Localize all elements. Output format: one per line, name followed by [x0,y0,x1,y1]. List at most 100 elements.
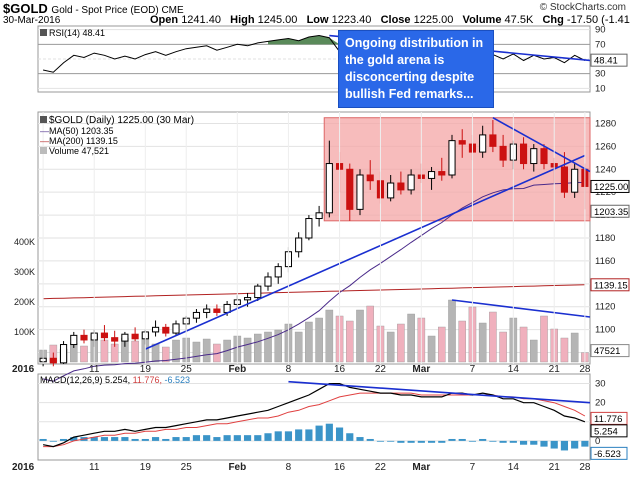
macd-histogram-bar [581,440,589,447]
price-tick-label: 1280 [595,118,616,129]
volume-bar [243,337,252,363]
candle-body [100,332,109,339]
macd-histogram-bar [295,429,303,441]
x-tick-label: 2016 [12,364,35,375]
resistance-trendline [492,117,591,173]
macd-histogram-bar [366,438,374,441]
ma200-legend: —MA(200) 1139.15 [40,136,118,146]
candle-body [305,218,313,239]
volume-bar [570,332,579,363]
volume-bar [172,339,180,363]
macd-histogram-bar [458,438,466,441]
volume-bar [560,337,569,363]
price-tick-label: 1260 [595,141,616,152]
x-tick-label: 22 [375,364,387,375]
volume-bar [397,323,405,363]
volume-bar [356,309,364,363]
candle-body [151,326,160,333]
ma50-line [42,181,585,382]
macd-histogram-bar [233,435,241,441]
candle-body [397,182,405,191]
macd-histogram-bar [223,435,231,441]
volume-bar [325,309,334,363]
candle-body [49,357,57,364]
macd-x-tick-label: 28 [579,462,591,473]
macd-x-tick-label: Mar [412,462,430,473]
volume-bar [489,311,497,363]
macd-histogram-bar [111,437,119,441]
candle-body [295,237,303,253]
chart-title: $GOLD Gold - Spot Price (EOD) CME [3,1,184,16]
volume-bar [346,320,354,363]
macd-histogram-bar [203,435,211,441]
last-close-tag: 1225.00 [594,182,628,193]
macd-histogram-bar [427,440,436,443]
x-tick-label: 8 [286,364,292,375]
volume-bar [458,320,466,363]
macd-histogram-bar [121,437,129,441]
volume-tag: 47521 [594,346,620,357]
macd-histogram-bar [356,437,364,441]
macd-histogram-bar [141,438,149,441]
ma50-tag-box [590,204,630,218]
macd-x-tick-label: 14 [508,462,520,473]
macd-histogram-bar [131,438,139,441]
volume-bar [530,339,538,363]
volume-bar [80,345,88,363]
macd-histogram-bar [519,440,528,445]
candle-body [427,171,436,179]
volume-trendline [451,299,591,318]
macd-histogram-bar [560,440,569,451]
candle-body [438,171,446,176]
candle-body [172,323,180,334]
x-tick-label: 28 [579,364,591,375]
macd-tick-label: 0 [595,436,600,447]
macd-histogram-bar [305,429,313,441]
volume-tick-label: 200K [14,297,35,307]
macd-histogram-bar [100,437,109,441]
macd-histogram-bar [438,440,446,443]
volume-bar [315,317,323,363]
macd-histogram-bar [315,425,323,441]
macd-histogram-bar [254,435,262,441]
macd-histogram-bar [151,437,160,441]
volume-bar [540,315,548,363]
macd-tag-box [590,424,628,438]
macd-histogram-bar [182,437,190,441]
macd-histogram-bar [387,440,395,442]
macd-x-tick-label: 2016 [12,462,35,473]
last-close-tag-box [590,179,630,193]
price-tick-label: 1100 [595,325,615,336]
x-tick-label: 16 [334,364,346,375]
macd-histogram-bar [346,433,354,441]
volume-bar [274,329,282,363]
volume-bar [100,339,109,363]
macd-histogram-bar [49,440,57,442]
macd-histogram-bar [468,440,477,442]
x-tick-label: Feb [228,364,246,375]
rsi-tick-label: 10 [595,83,606,94]
volume-bar [305,321,313,363]
rsi-legend: RSI(14) 48.41 [40,28,105,38]
candle-body [203,308,211,313]
volume-tick-label: 300K [14,267,35,277]
volume-bar [253,333,262,363]
ma50-tag: 1203.35 [594,207,628,218]
macd-histogram-bar [550,440,558,449]
macd-tag-box [590,446,628,460]
price-tick-label: 1160 [595,256,615,267]
macd-histogram-bar [571,440,579,449]
volume-bar [519,326,528,363]
macd-histogram-bar [489,440,497,442]
rsi-value-box [590,53,628,67]
candle-body [59,344,68,364]
candle-body [519,143,528,165]
macd-histogram-bar [59,438,68,441]
candle-body [243,297,252,301]
candle-body [213,308,221,313]
rsi-tick-label: 30 [595,69,606,80]
volume-bar [151,343,160,363]
macd-histogram-bar [407,440,415,443]
macd-x-tick-label: 19 [140,462,152,473]
x-tick-label: Mar [412,364,430,375]
